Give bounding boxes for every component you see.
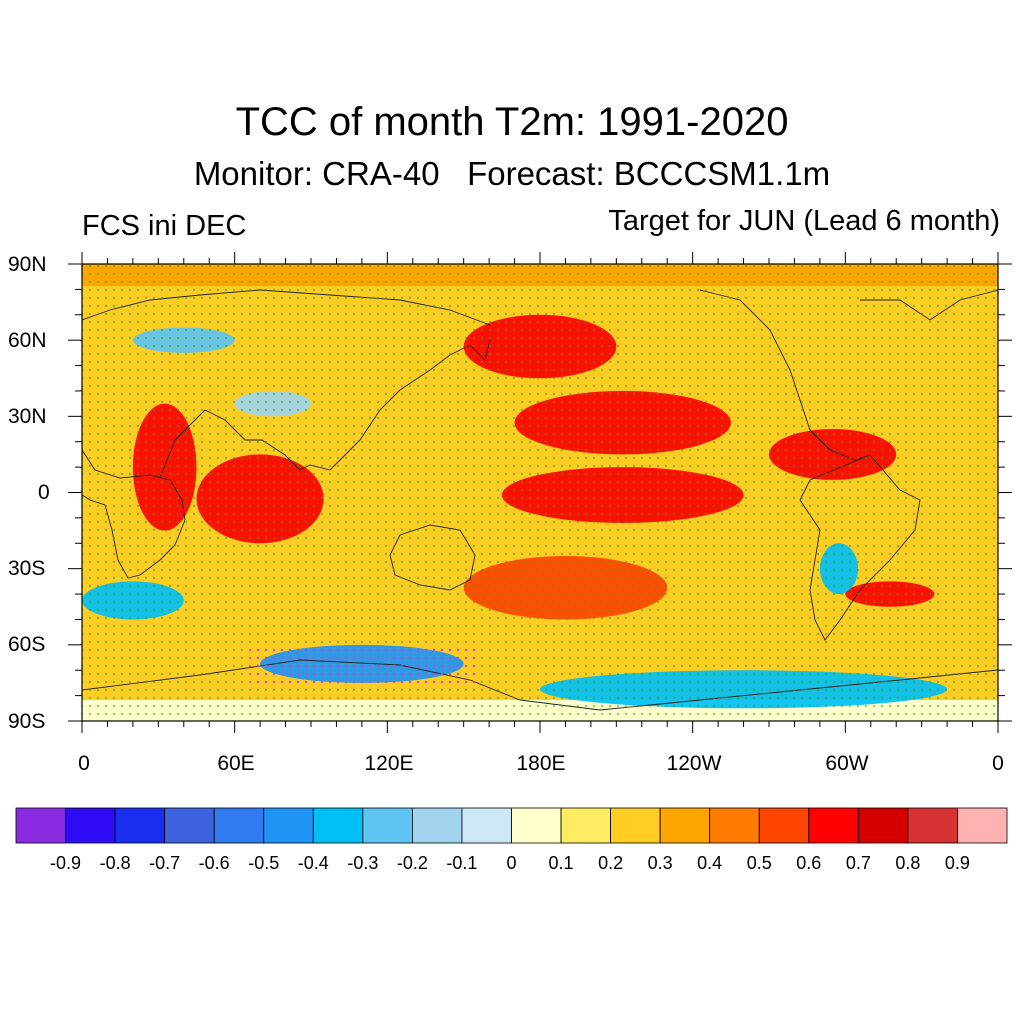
lon-tick-label: 120E xyxy=(364,752,414,775)
colorbar-tick-label: 0.6 xyxy=(796,853,822,873)
colorbar-tick-label: 0.3 xyxy=(647,853,673,873)
colorbar-tick-label: -0.6 xyxy=(198,853,230,873)
colorbar-tick-label: 0.9 xyxy=(944,853,970,873)
lon-tick-label: 120W xyxy=(666,752,722,775)
lat-tick-label: 0 xyxy=(38,481,50,504)
colorbar-swatch xyxy=(65,807,116,844)
tcc-field xyxy=(82,264,998,721)
colorbar-tick-label: 0 xyxy=(506,853,517,873)
lat-tick-label: 60S xyxy=(8,633,46,656)
colorbar-tick-label: -0.9 xyxy=(50,853,82,873)
colorbar-swatch xyxy=(114,807,166,844)
colorbar-tick-label: 0.7 xyxy=(845,853,871,873)
lat-tick-label: 30N xyxy=(8,405,47,428)
colorbar-tick-label: 0.8 xyxy=(895,853,921,873)
significance-stipple xyxy=(82,264,998,721)
map-title: TCC of month T2m: 1991-2020 xyxy=(235,100,789,144)
forecast-label: Forecast: BCCCSM1.1m xyxy=(467,155,831,192)
init-label: FCS ini DEC xyxy=(82,210,247,242)
colorbar-swatch xyxy=(411,807,463,844)
colorbar-swatch xyxy=(213,807,265,844)
colorbar-tick-label: -0.2 xyxy=(396,853,428,873)
lon-tick-label: 180E xyxy=(516,752,566,775)
colorbar-swatch xyxy=(857,807,909,844)
colorbar-tick-label: 0.4 xyxy=(697,853,723,873)
colorbar-swatch xyxy=(907,807,958,844)
colorbar-swatch xyxy=(808,807,859,844)
colorbar-swatch xyxy=(511,807,562,844)
lon-tick-label: 0 xyxy=(992,752,1004,775)
target-label: Target for JUN (Lead 6 month) xyxy=(608,205,1000,237)
lat-tick-label: 30S xyxy=(8,557,46,580)
lon-tick-label: 60E xyxy=(217,752,255,775)
colorbar-swatch xyxy=(461,807,512,844)
lon-tick-label: 60W xyxy=(825,752,869,775)
colorbar-tick-label: 0.5 xyxy=(746,853,772,873)
map-subtitle: Monitor: CRA-40 Forecast: BCCCSM1.1m xyxy=(0,155,1024,193)
lat-tick-label: 60N xyxy=(8,329,47,352)
colorbar-tick-label: -0.1 xyxy=(446,853,478,873)
colorbar-swatch xyxy=(362,807,413,844)
colorbar-swatch xyxy=(610,807,661,844)
lat-tick-label: 90N xyxy=(8,253,47,276)
colorbar-swatch xyxy=(659,807,711,844)
colorbar-tick-label: -0.5 xyxy=(248,853,280,873)
colorbar-swatch xyxy=(15,807,66,844)
colorbar-tick-label: -0.4 xyxy=(297,853,329,873)
colorbar-swatch xyxy=(263,807,314,844)
axis-ticks xyxy=(68,252,1012,733)
colorbar xyxy=(15,807,1008,844)
colorbar-swatch xyxy=(709,807,760,844)
colorbar-swatch xyxy=(758,807,810,844)
colorbar-tick-label: -0.3 xyxy=(347,853,379,873)
lat-tick-label: 90S xyxy=(8,710,46,733)
colorbar-tick-label: -0.7 xyxy=(149,853,181,873)
colorbar-tick-label: 0.2 xyxy=(598,853,624,873)
colorbar-tick-label: 0.1 xyxy=(548,853,574,873)
colorbar-swatch xyxy=(164,807,215,844)
colorbar-tick-label: -0.8 xyxy=(99,853,131,873)
colorbar-swatch xyxy=(957,807,1008,844)
colorbar-swatch xyxy=(560,807,611,844)
colorbar-swatch xyxy=(312,807,364,844)
monitor-label: Monitor: CRA-40 xyxy=(193,155,440,192)
lon-tick-label: 0 xyxy=(78,752,90,775)
negative-significance-stipple xyxy=(250,645,480,690)
